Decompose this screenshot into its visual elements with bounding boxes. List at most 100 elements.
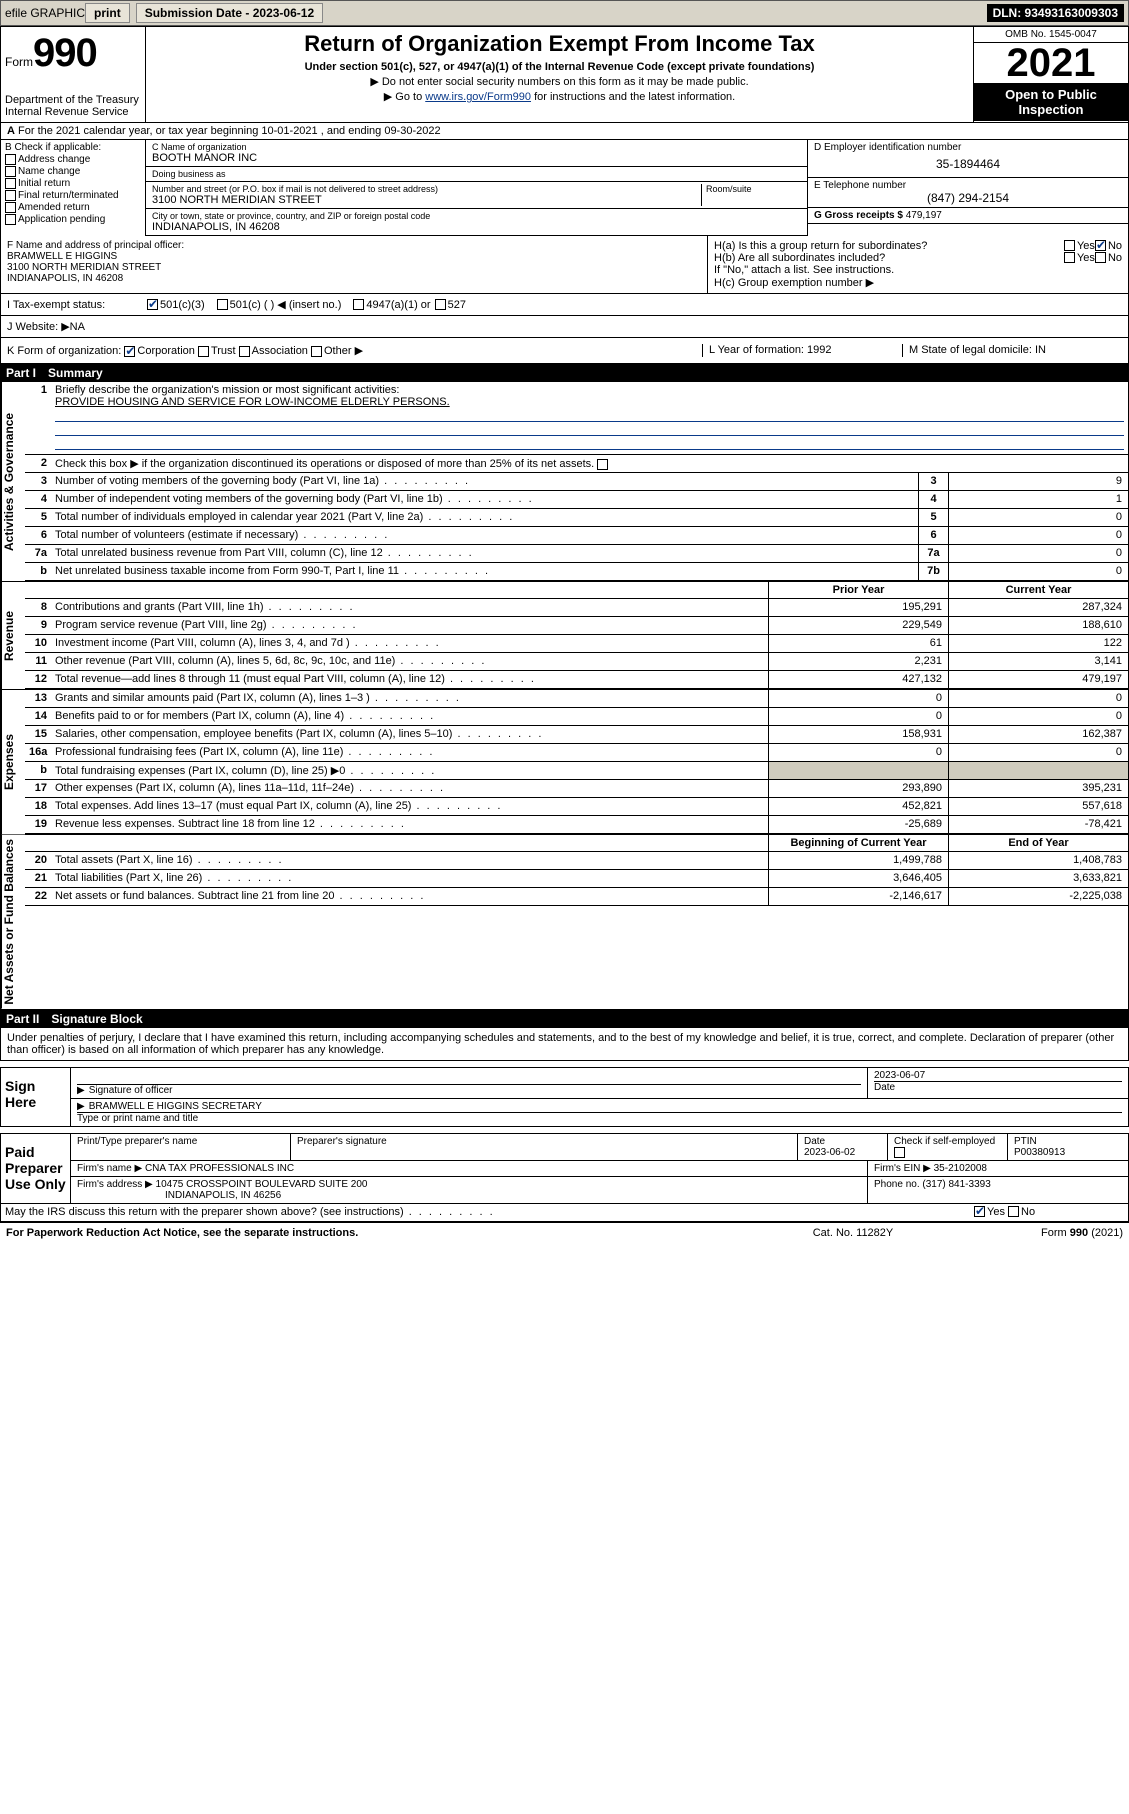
mission-text: PROVIDE HOUSING AND SERVICE FOR LOW-INCO… [55,396,450,408]
chk-other[interactable] [311,346,322,357]
box-b: B Check if applicable: Address change Na… [1,140,146,236]
page-footer: For Paperwork Reduction Act Notice, see … [0,1222,1129,1243]
street-address: 3100 NORTH MERIDIAN STREET [152,194,701,206]
summary-line: 14Benefits paid to or for members (Part … [25,708,1128,726]
part1-header: Part I Summary [0,364,1129,382]
dln-label: DLN: 93493163009303 [987,4,1124,22]
side-revenue: Revenue [1,582,25,689]
summary-line: 20Total assets (Part X, line 16)1,499,78… [25,852,1128,870]
may-discuss-row: May the IRS discuss this return with the… [0,1204,1129,1222]
summary-line: 5Total number of individuals employed in… [25,509,1128,527]
chk-app-pending[interactable] [5,214,16,225]
section-governance: Activities & Governance 1 Briefly descri… [0,382,1129,582]
header-right: OMB No. 1545-0047 2021 Open to Public In… [973,27,1128,122]
row-fh: F Name and address of principal officer:… [0,236,1129,294]
website: NA [70,321,85,333]
box-c: C Name of organization BOOTH MANOR INC D… [146,140,808,236]
form-word: Form [5,55,33,69]
firm-name: CNA TAX PROFESSIONALS INC [145,1163,294,1174]
efile-label: efile GRAPHIC [5,6,85,20]
section-revenue: Revenue Prior YearCurrent Year 8Contribu… [0,582,1129,690]
chk-527[interactable] [435,299,446,310]
form-number: 990 [33,31,97,76]
top-toolbar: efile GRAPHIC print Submission Date - 20… [0,0,1129,26]
chk-self-employed[interactable] [894,1147,905,1158]
summary-line: 6Total number of volunteers (estimate if… [25,527,1128,545]
summary-line: 11Other revenue (Part VIII, column (A), … [25,653,1128,671]
summary-line: 18Total expenses. Add lines 13–17 (must … [25,798,1128,816]
form-subtitle: Under section 501(c), 527, or 4947(a)(1)… [154,61,965,73]
url-note: ▶ Go to www.irs.gov/Form990 for instruct… [154,90,965,103]
sign-here-block: Sign Here ▶Signature of officer 2023-06-… [0,1067,1129,1127]
print-button[interactable]: print [85,3,130,23]
summary-line: 22Net assets or fund balances. Subtract … [25,888,1128,906]
chk-corp[interactable] [124,346,135,357]
summary-line: 16aProfessional fundraising fees (Part I… [25,744,1128,762]
officer-typed: BRAMWELL E HIGGINS SECRETARY [89,1101,262,1112]
chk-assoc[interactable] [239,346,250,357]
grid-bcd: B Check if applicable: Address change Na… [0,140,1129,236]
firm-addr: 10475 CROSSPOINT BOULEVARD SUITE 200 [156,1179,368,1190]
firm-phone: (317) 841-3393 [922,1179,990,1190]
chk-501c3[interactable] [147,299,158,310]
officer-name: BRAMWELL E HIGGINS [7,251,701,262]
header-mid: Return of Organization Exempt From Incom… [146,27,973,122]
row-j: J Website: ▶ NA [0,316,1129,338]
tax-year: 2021 [974,43,1128,83]
chk-initial-return[interactable] [5,178,16,189]
summary-line: 7aTotal unrelated business revenue from … [25,545,1128,563]
telephone: (847) 294-2154 [814,191,1122,205]
summary-line: 19Revenue less expenses. Subtract line 1… [25,816,1128,834]
form-title: Return of Organization Exempt From Incom… [154,31,965,57]
ptin: P00380913 [1014,1147,1065,1158]
section-expenses: Expenses 13Grants and similar amounts pa… [0,690,1129,835]
submission-date-button[interactable]: Submission Date - 2023-06-12 [136,3,323,23]
ssn-note: ▶ Do not enter social security numbers o… [154,75,965,88]
chk-final-return[interactable] [5,190,16,201]
row-i: I Tax-exempt status: 501(c)(3) 501(c) ( … [0,294,1129,316]
chk-trust[interactable] [198,346,209,357]
box-de: D Employer identification number 35-1894… [808,140,1128,236]
summary-line: 21Total liabilities (Part X, line 26)3,6… [25,870,1128,888]
row-k: K Form of organization: Corporation Trus… [0,338,1129,364]
summary-line: 17Other expenses (Part IX, column (A), l… [25,780,1128,798]
chk-hb-no[interactable] [1095,252,1106,263]
summary-line: 12Total revenue—add lines 8 through 11 (… [25,671,1128,689]
city-state-zip: INDIANAPOLIS, IN 46208 [152,221,801,233]
sig-date: 2023-06-07 [874,1070,1122,1081]
chk-ha-yes[interactable] [1064,240,1075,251]
summary-line: 10Investment income (Part VIII, column (… [25,635,1128,653]
ein: 35-1894464 [814,153,1122,175]
org-name: BOOTH MANOR INC [152,152,801,164]
firm-ein: 35-2102008 [934,1163,987,1174]
chk-address-change[interactable] [5,154,16,165]
side-governance: Activities & Governance [1,382,25,581]
part2-header: Part II Signature Block [0,1010,1129,1028]
chk-may-yes[interactable] [974,1206,985,1217]
chk-discontinued[interactable] [597,459,608,470]
chk-may-no[interactable] [1008,1206,1019,1217]
side-netassets: Net Assets or Fund Balances [1,835,25,1009]
year-formation: L Year of formation: 1992 [702,344,902,357]
summary-line: bNet unrelated business taxable income f… [25,563,1128,581]
chk-ha-no[interactable] [1095,240,1106,251]
header-left: Form 990 Department of the Treasury Inte… [1,27,146,122]
row-a-taxyear: A For the 2021 calendar year, or tax yea… [0,123,1129,140]
dept-treasury: Department of the Treasury [5,94,141,106]
summary-line: 9Program service revenue (Part VIII, lin… [25,617,1128,635]
form-header: Form 990 Department of the Treasury Inte… [0,26,1129,123]
chk-name-change[interactable] [5,166,16,177]
summary-line: 8Contributions and grants (Part VIII, li… [25,599,1128,617]
state-domicile: M State of legal domicile: IN [902,344,1122,357]
summary-line: 3Number of voting members of the governi… [25,473,1128,491]
irs-label: Internal Revenue Service [5,106,141,118]
section-netassets: Net Assets or Fund Balances Beginning of… [0,835,1129,1010]
chk-4947[interactable] [353,299,364,310]
signature-declaration: Under penalties of perjury, I declare th… [0,1028,1129,1061]
chk-amended-return[interactable] [5,202,16,213]
gross-receipts: 479,197 [906,210,942,221]
summary-line: 13Grants and similar amounts paid (Part … [25,690,1128,708]
chk-501c[interactable] [217,299,228,310]
chk-hb-yes[interactable] [1064,252,1075,263]
irs-link[interactable]: www.irs.gov/Form990 [425,91,531,103]
